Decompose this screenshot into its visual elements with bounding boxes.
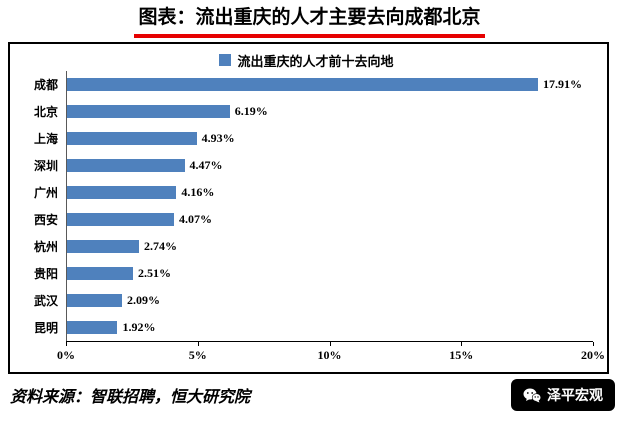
category-label: 昆明: [33, 321, 58, 335]
value-label: 2.09%: [126, 293, 160, 307]
chart-row: 广州 4.16%: [20, 179, 593, 206]
category-label: 西安: [33, 213, 58, 227]
bar: [67, 78, 539, 91]
bar-track: 4.47%: [66, 152, 593, 179]
value-label: 6.19%: [234, 104, 268, 118]
legend-label: 流出重庆的人才前十去向地: [237, 53, 394, 69]
bar: [67, 240, 140, 253]
chart-row: 杭州 2.74%: [20, 233, 593, 260]
brand-badge-label: 泽平宏观: [547, 389, 603, 404]
x-tick-mark: [197, 342, 199, 346]
x-axis: 0% 5% 10% 15% 20%: [57, 341, 605, 364]
chart-rows: 成都 17.91% 北京 6.19% 上海 4.93% 深圳 4.47% 广州 4.16% 西安 4.…: [20, 71, 593, 341]
value-label: 4.93%: [201, 131, 235, 145]
value-label: 17.91%: [543, 77, 583, 91]
x-tick-label: 0%: [57, 348, 75, 362]
bar-track: 2.51%: [66, 260, 593, 287]
bar: [67, 159, 185, 172]
x-tick-label: 15%: [449, 348, 474, 362]
bar-track: 2.74%: [66, 233, 593, 260]
value-label: 4.47%: [189, 158, 223, 172]
bar: [67, 132, 197, 145]
bar: [67, 213, 175, 226]
value-label: 1.92%: [122, 320, 156, 334]
source-note: 资料来源：智联招聘，恒大研究院: [10, 389, 251, 406]
bar-track: 2.09%: [66, 287, 593, 314]
category-label: 广州: [33, 186, 58, 200]
x-tick-mark: [329, 342, 331, 346]
x-tick-mark: [66, 342, 67, 346]
bar-track: 4.16%: [66, 179, 593, 206]
value-label: 4.16%: [181, 185, 215, 199]
chart-row: 昆明 1.92%: [20, 314, 593, 341]
category-label: 武汉: [33, 294, 58, 308]
bar-track: 17.91%: [66, 71, 593, 98]
chart-row: 北京 6.19%: [20, 98, 593, 125]
chart-legend: 流出重庆的人才前十去向地: [20, 49, 593, 71]
category-label: 贵阳: [33, 267, 58, 281]
category-label: 杭州: [33, 240, 58, 254]
bar-track: 4.07%: [66, 206, 593, 233]
legend-swatch: [219, 54, 232, 66]
chart: 流出重庆的人才前十去向地 成都 17.91% 北京 6.19% 上海 4.93% 深圳 4.4…: [8, 42, 609, 374]
bar: [67, 267, 133, 280]
category-label: 深圳: [33, 159, 58, 173]
footer: 资料来源：智联招聘，恒大研究院 泽平宏观: [0, 374, 619, 411]
bar-track: 6.19%: [66, 98, 593, 125]
chart-row: 西安 4.07%: [20, 206, 593, 233]
bar-track: 1.92%: [66, 314, 593, 341]
chart-row: 成都 17.91%: [20, 71, 593, 98]
chart-row: 上海 4.93%: [20, 125, 593, 152]
page-title: 图表：流出重庆的人才主要去向成都北京: [134, 6, 485, 38]
wechat-icon: [523, 388, 541, 403]
category-label: 成都: [33, 78, 58, 92]
x-tick-mark: [593, 342, 594, 346]
chart-row: 深圳 4.47%: [20, 152, 593, 179]
value-label: 4.07%: [179, 212, 213, 226]
x-tick-label: 5%: [188, 348, 207, 362]
value-label: 2.74%: [144, 239, 178, 253]
category-label: 上海: [33, 132, 58, 146]
chart-row: 贵阳 2.51%: [20, 260, 593, 287]
category-label: 北京: [33, 105, 58, 119]
page-title-wrap: 图表：流出重庆的人才主要去向成都北京: [0, 0, 619, 38]
bar-track: 4.93%: [66, 125, 593, 152]
x-tick-label: 10%: [317, 348, 342, 362]
bar: [67, 321, 118, 334]
chart-row: 武汉 2.09%: [20, 287, 593, 314]
bar: [67, 186, 177, 199]
x-tick-label: 20%: [581, 348, 605, 362]
bar: [67, 294, 122, 307]
x-tick-mark: [461, 342, 463, 346]
bar: [67, 105, 230, 118]
value-label: 2.51%: [138, 266, 171, 280]
brand-badge: 泽平宏观: [511, 379, 615, 411]
